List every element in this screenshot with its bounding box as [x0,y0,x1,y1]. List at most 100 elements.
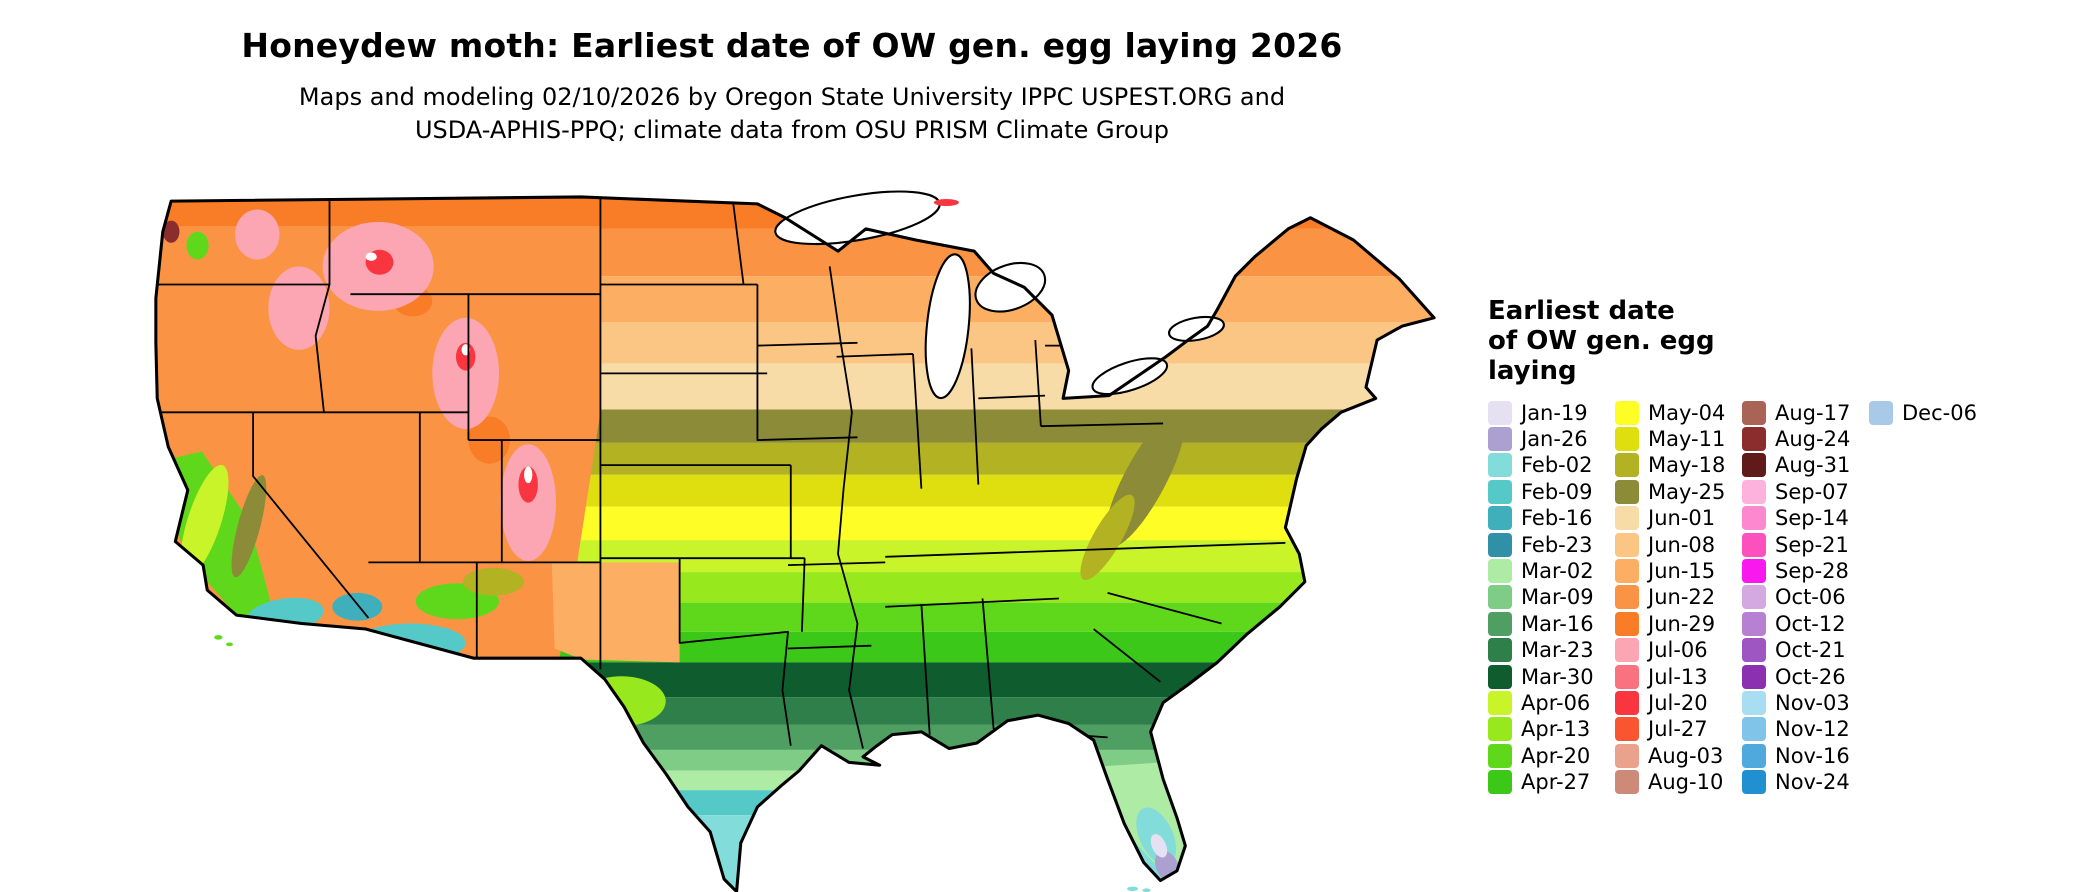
legend-item: Sep-21 [1742,531,1869,557]
legend-swatch [1742,743,1766,768]
legend-item-label: Jan-26 [1521,427,1588,452]
legend-item-label: Nov-03 [1775,690,1850,715]
legend-swatch [1488,479,1512,504]
legend-item: Feb-16 [1488,505,1615,531]
legend-item: Mar-16 [1488,611,1615,637]
legend-item-label: May-04 [1648,400,1726,425]
legend-item-label: Sep-21 [1775,532,1849,557]
legend-item-label: Apr-06 [1521,690,1591,715]
legend-swatch [1488,532,1512,557]
legend-swatch [1615,770,1639,795]
legend-item: Mar-23 [1488,637,1615,663]
legend-item-label: Jul-06 [1648,638,1708,663]
legend-item: May-04 [1615,399,1742,425]
legend-item: Feb-23 [1488,531,1615,557]
legend-swatch [1488,559,1512,583]
legend-swatch [1615,585,1639,610]
legend-swatch [1742,585,1766,610]
legend-item-label: Mar-16 [1521,611,1594,636]
legend-swatch [1615,743,1639,768]
legend-item-label: Jun-08 [1648,532,1716,557]
legend-item: Jul-20 [1615,690,1742,716]
legend-column: Aug-17 Aug-24 Aug-31 Sep-07 Sep-14 Sep-21 Sep-… [1742,399,1869,795]
legend-item: Nov-12 [1742,716,1869,742]
legend-item-label: Aug-10 [1648,770,1724,795]
legend-item: Apr-20 [1488,743,1615,769]
legend-item: Nov-03 [1742,690,1869,716]
legend-column: Jan-19 Jan-26 Feb-02 Feb-09 Feb-16 Feb-23 Mar-… [1488,399,1615,795]
legend-swatch [1615,453,1639,478]
legend-item: Oct-26 [1742,663,1869,689]
legend-item-label: Sep-07 [1775,479,1849,504]
legend-title: Earliest date of OW gen. egg laying [1488,296,2068,386]
legend-item-label: May-18 [1648,453,1726,478]
legend-item: Aug-24 [1742,426,1869,452]
legend-item-label: Sep-28 [1775,559,1849,583]
legend-item-label: Feb-16 [1521,506,1593,531]
legend-item: Nov-24 [1742,769,1869,795]
legend-item-label: Apr-13 [1521,717,1591,742]
legend-item-label: Feb-23 [1521,532,1593,557]
legend-title-line: laying [1488,356,1577,387]
legend-item-label: Jun-15 [1648,559,1716,583]
legend-item-label: Nov-12 [1775,717,1850,742]
legend-swatch [1488,690,1512,715]
legend-swatch [1742,559,1766,583]
legend-item: Mar-09 [1488,584,1615,610]
legend-item: Sep-14 [1742,505,1869,531]
legend-item: Feb-02 [1488,452,1615,478]
legend-title-line: Earliest date [1488,296,1675,326]
legend-swatch [1615,506,1639,531]
legend-item-label: Aug-03 [1648,743,1724,768]
legend-item-label: Aug-31 [1775,453,1851,478]
legend-item-label: Oct-26 [1775,664,1846,689]
legend-item-label: Dec-06 [1902,400,1977,425]
legend-item: Oct-21 [1742,637,1869,663]
legend-item-label: Feb-09 [1521,479,1593,504]
legend-column: May-04 May-11 May-18 May-25 Jun-01 Jun-08 Jun-… [1615,399,1742,795]
legend-item: Jan-26 [1488,426,1615,452]
legend-item: Jul-06 [1615,637,1742,663]
legend-item: Jun-29 [1615,611,1742,637]
legend-item: Mar-02 [1488,558,1615,584]
legend-swatch [1488,400,1512,425]
legend-item: May-11 [1615,426,1742,452]
legend-swatch [1742,479,1766,504]
legend-item-label: Jul-13 [1648,664,1708,689]
legend-swatch [1742,770,1766,795]
legend-swatch [1488,585,1512,610]
legend-item: Aug-10 [1615,769,1742,795]
conus-outline [154,195,1436,892]
legend-swatch [1615,717,1639,742]
legend-item: May-18 [1615,452,1742,478]
legend-item-label: Nov-24 [1775,770,1850,795]
legend-swatch [1488,664,1512,689]
legend-item-label: Oct-06 [1775,585,1846,610]
legend-swatch [1742,638,1766,663]
legend-swatch [1742,453,1766,478]
legend-item-label: Apr-27 [1521,770,1591,795]
legend-item: Feb-09 [1488,479,1615,505]
legend-item: Jun-22 [1615,584,1742,610]
legend-item-label: Oct-21 [1775,638,1846,663]
legend-swatch [1615,479,1639,504]
legend-item: Aug-31 [1742,452,1869,478]
legend-swatch [1742,664,1766,689]
legend-swatch [1488,427,1512,452]
legend-item: Aug-03 [1615,743,1742,769]
legend-item: Mar-30 [1488,663,1615,689]
legend-item-label: Aug-17 [1775,400,1851,425]
legend-item: Jun-08 [1615,531,1742,557]
map-region-overlays [155,196,1186,883]
legend-item: Sep-28 [1742,558,1869,584]
legend-swatch [1488,770,1512,795]
legend-item: Jun-01 [1615,505,1742,531]
legend-item-label: Mar-09 [1521,585,1594,610]
legend-item: Jul-13 [1615,663,1742,689]
legend-item-label: Mar-23 [1521,638,1594,663]
legend-item: Aug-17 [1742,399,1869,425]
legend-item: Apr-06 [1488,690,1615,716]
page-title: Honeydew moth: Earliest date of OW gen. … [241,26,1343,65]
legend-swatch [1742,611,1766,636]
legend-item-label: Mar-30 [1521,664,1594,689]
